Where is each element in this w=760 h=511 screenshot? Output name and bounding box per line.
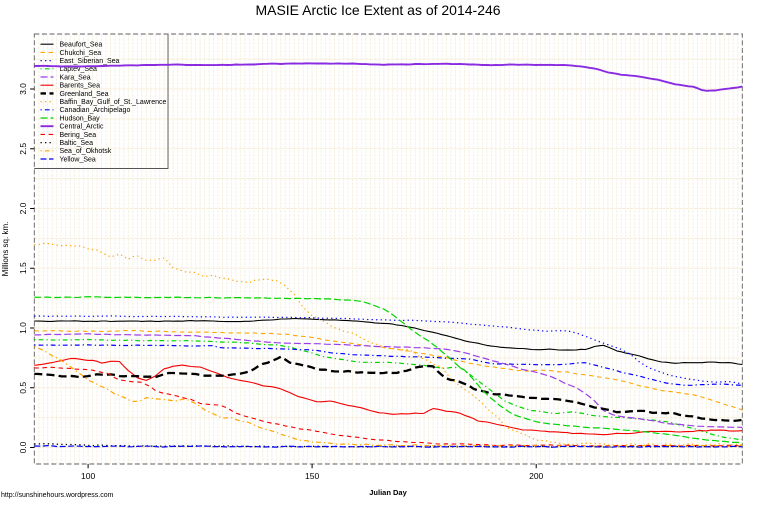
svg-text:Baffin_Bay_Gulf_of_St._Lawrenc: Baffin_Bay_Gulf_of_St._Lawrence xyxy=(60,99,167,106)
svg-text:Laptev_Sea: Laptev_Sea xyxy=(60,66,97,73)
svg-text:100: 100 xyxy=(81,471,95,481)
svg-text:0.0: 0.0 xyxy=(18,441,28,453)
svg-text:Greenland_Sea: Greenland_Sea xyxy=(60,91,109,98)
svg-text:Julian Day: Julian Day xyxy=(369,488,407,497)
svg-text:1.0: 1.0 xyxy=(18,322,28,334)
svg-text:http://sunshinehours.wordpress: http://sunshinehours.wordpress.com xyxy=(1,492,114,499)
svg-text:Beaufort_Sea: Beaufort_Sea xyxy=(60,42,103,49)
svg-text:Yellow_Sea: Yellow_Sea xyxy=(60,156,96,163)
svg-text:Bering_Sea: Bering_Sea xyxy=(60,132,97,139)
svg-text:MASIE Arctic Ice Extent as of: MASIE Arctic Ice Extent as of 2014-246 xyxy=(255,2,500,18)
svg-text:0.5: 0.5 xyxy=(18,382,28,394)
svg-text:200: 200 xyxy=(529,471,543,481)
svg-text:Baltic_Sea: Baltic_Sea xyxy=(60,140,94,147)
svg-text:2.0: 2.0 xyxy=(18,202,28,214)
svg-text:Sea_of_Okhotsk: Sea_of_Okhotsk xyxy=(60,148,112,155)
svg-text:1.5: 1.5 xyxy=(18,262,28,274)
svg-text:Central_Arctic: Central_Arctic xyxy=(60,124,104,131)
svg-text:Barents_Sea: Barents_Sea xyxy=(60,83,101,90)
svg-text:Kara_Sea: Kara_Sea xyxy=(60,74,91,81)
svg-text:150: 150 xyxy=(305,471,319,481)
svg-text:Hudson_Bay: Hudson_Bay xyxy=(60,115,101,122)
svg-text:Chukchi_Sea: Chukchi_Sea xyxy=(60,50,102,57)
svg-text:Canadian_Archipelago: Canadian_Archipelago xyxy=(60,107,131,114)
svg-text:Millions sq. km.: Millions sq. km. xyxy=(1,222,10,277)
svg-text:East_Siberian_Sea: East_Siberian_Sea xyxy=(60,58,120,65)
svg-text:2.5: 2.5 xyxy=(18,143,28,155)
svg-text:3.0: 3.0 xyxy=(18,83,28,95)
